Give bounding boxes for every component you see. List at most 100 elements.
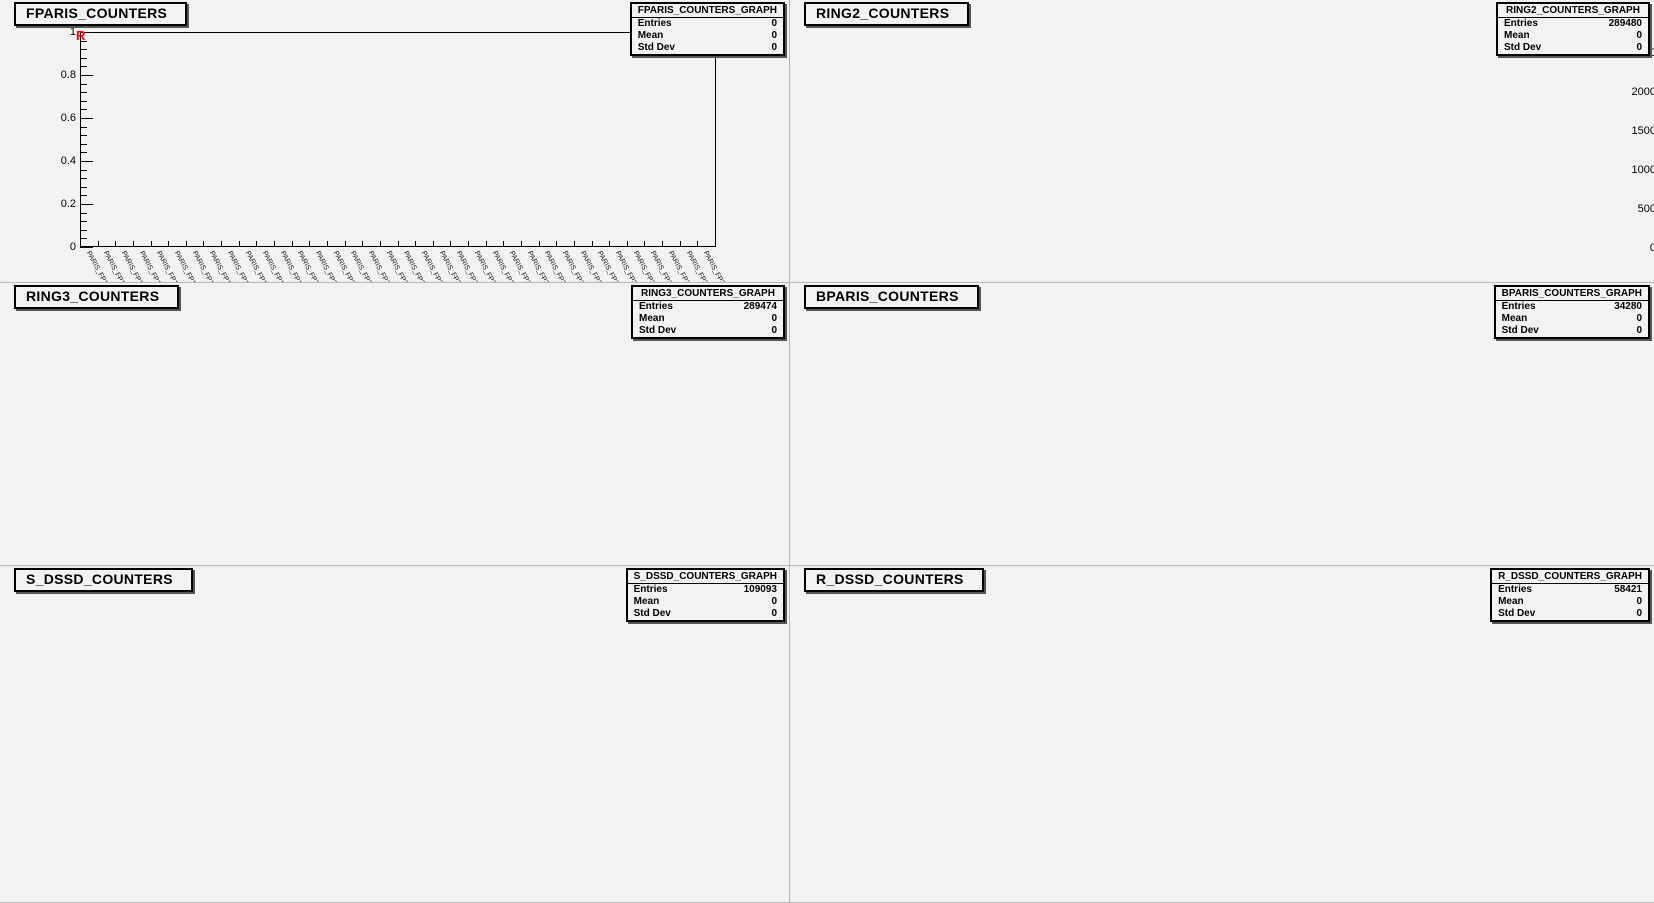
stats-mean-value: 0 — [771, 596, 777, 607]
y-minor-tick — [80, 40, 87, 42]
x-tick — [132, 241, 134, 247]
stats-entries-label: Entries — [639, 301, 673, 312]
pad-fparis[interactable]: FPARIS_COUNTERS FPARIS_COUNTERS_GRAPH En… — [0, 0, 790, 283]
stats-entries-label: Entries — [1498, 584, 1532, 595]
stats-entries: Entries 109093 — [628, 584, 783, 596]
stats-title: RING3_COUNTERS_GRAPH — [633, 287, 783, 301]
y-minor-tick — [80, 126, 87, 128]
stats-entries-value: 109093 — [743, 584, 777, 595]
x-tick — [468, 241, 470, 247]
x-tick — [556, 241, 558, 247]
stats-stddev: Std Dev 0 — [633, 325, 783, 337]
stats-mean: Mean 0 — [632, 30, 783, 42]
x-tick — [644, 241, 646, 247]
stats-mean-label: Mean — [1501, 313, 1528, 324]
x-tick — [80, 241, 81, 247]
stats-box-bparis: BPARIS_COUNTERS_GRAPH Entries 34280 Mean 0… — [1493, 285, 1650, 339]
x-tick — [344, 241, 346, 247]
axis-frame — [80, 32, 715, 247]
stats-stddev-label: Std Dev — [639, 325, 677, 336]
y-minor-tick — [80, 229, 87, 231]
stats-mean-value: 0 — [1636, 313, 1642, 324]
x-tick — [573, 241, 575, 247]
axis-right-edge — [715, 32, 716, 247]
stats-stddev-label: Std Dev — [1498, 608, 1536, 619]
panel-title-text: FPARIS_COUNTERS — [26, 5, 168, 21]
y-tick-label: 1500 — [1631, 125, 1654, 138]
stats-title: S_DSSD_COUNTERS_GRAPH — [627, 570, 783, 584]
y-minor-tick — [80, 247, 87, 248]
y-minor-tick — [80, 66, 87, 68]
x-tick — [291, 241, 293, 247]
stats-mean-label: Mean — [639, 313, 665, 324]
stats-stddev: Std Dev 0 — [632, 42, 783, 54]
panel-title-text: RING2_COUNTERS — [816, 5, 950, 21]
y-minor-tick — [80, 152, 87, 154]
pad-ring2[interactable]: RING2_COUNTERS RING2_COUNTERS_GRAPH Entr… — [790, 0, 1654, 283]
stats-stddev-label: Std Dev — [637, 42, 675, 53]
x-tick — [203, 241, 205, 247]
stats-mean-label: Mean — [637, 30, 664, 41]
y-tick-label: 0.4 — [60, 155, 76, 167]
stats-entries-label: Entries — [633, 584, 668, 595]
x-tick — [538, 241, 540, 247]
stats-entries-value: 289474 — [743, 301, 777, 312]
stats-entries-value: 58421 — [1614, 584, 1642, 595]
stats-title: BPARIS_COUNTERS_GRAPH — [1495, 287, 1648, 301]
panel-title-text: RING3_COUNTERS — [26, 288, 160, 304]
y-minor-tick — [80, 49, 87, 51]
stats-mean-value: 0 — [1636, 596, 1642, 607]
stats-entries: Entries 34280 — [1496, 301, 1648, 313]
stats-stddev: Std Dev 0 — [1492, 608, 1648, 620]
pad-r-dssd[interactable]: R_DSSD_COUNTERS R_DSSD_COUNTERS_GRAPH En… — [790, 566, 1654, 903]
stats-mean-value: 0 — [771, 30, 777, 41]
stats-mean-label: Mean — [1498, 596, 1524, 607]
panel-title-r-dssd: R_DSSD_COUNTERS — [804, 568, 984, 592]
stats-stddev-value: 0 — [771, 325, 777, 336]
y-tick-label: 0 — [1612, 242, 1654, 254]
pad-bparis[interactable]: BPARIS_COUNTERS BPARIS_COUNTERS_GRAPH En… — [790, 283, 1654, 566]
y-minor-tick — [80, 143, 87, 145]
y-minor-tick — [80, 169, 87, 171]
stats-entries: Entries 0 — [632, 18, 783, 30]
x-tick — [697, 241, 699, 247]
x-tick — [626, 241, 628, 247]
x-tick — [362, 241, 364, 247]
stats-entries-label: Entries — [1504, 18, 1538, 29]
axis-r-marker: R — [76, 28, 86, 43]
stats-entries-value: 34280 — [1614, 301, 1642, 312]
y-minor-tick — [80, 221, 87, 223]
x-tick — [609, 241, 611, 247]
stats-stddev: Std Dev 0 — [1496, 325, 1648, 337]
x-tick — [679, 241, 681, 247]
x-tick — [415, 241, 417, 247]
y-tick-label: 1 — [69, 26, 76, 38]
x-tick — [662, 241, 664, 247]
stats-mean: Mean 0 — [1492, 596, 1648, 608]
stats-title: RING2_COUNTERS_GRAPH — [1498, 4, 1648, 18]
y-tick-label: 0.8 — [60, 69, 76, 81]
stats-entries: Entries 58421 — [1492, 584, 1648, 596]
stats-entries-label: Entries — [1501, 301, 1536, 312]
pad-ring3[interactable]: RING3_COUNTERS RING3_COUNTERS_GRAPH Entr… — [0, 283, 790, 566]
stats-mean-label: Mean — [1504, 30, 1530, 41]
panel-title-text: R_DSSD_COUNTERS — [816, 571, 964, 587]
panel-title-bparis: BPARIS_COUNTERS — [804, 285, 979, 309]
stats-entries-value: 0 — [771, 18, 777, 29]
stats-stddev-value: 0 — [771, 608, 777, 619]
y-tick-label: 2000 — [1631, 86, 1654, 99]
stats-stddev: Std Dev 0 — [1498, 42, 1648, 54]
pad-s-dssd[interactable]: S_DSSD_COUNTERS S_DSSD_COUNTERS_GRAPH En… — [0, 566, 790, 903]
stats-stddev-label: Std Dev — [1501, 325, 1539, 336]
panel-title-fparis: FPARIS_COUNTERS — [14, 2, 188, 26]
x-tick — [397, 241, 399, 247]
y-minor-tick — [80, 109, 87, 111]
x-tick — [274, 241, 276, 247]
y-tick-label: 1000 — [1631, 164, 1654, 177]
stats-box-s-dssd: S_DSSD_COUNTERS_GRAPH Entries 109093 Mean… — [625, 568, 785, 622]
x-tick — [150, 241, 152, 247]
stats-stddev-value: 0 — [771, 42, 777, 53]
y-minor-tick — [80, 161, 87, 162]
y-minor-tick — [80, 212, 87, 214]
stats-entries: Entries 289480 — [1498, 18, 1648, 30]
